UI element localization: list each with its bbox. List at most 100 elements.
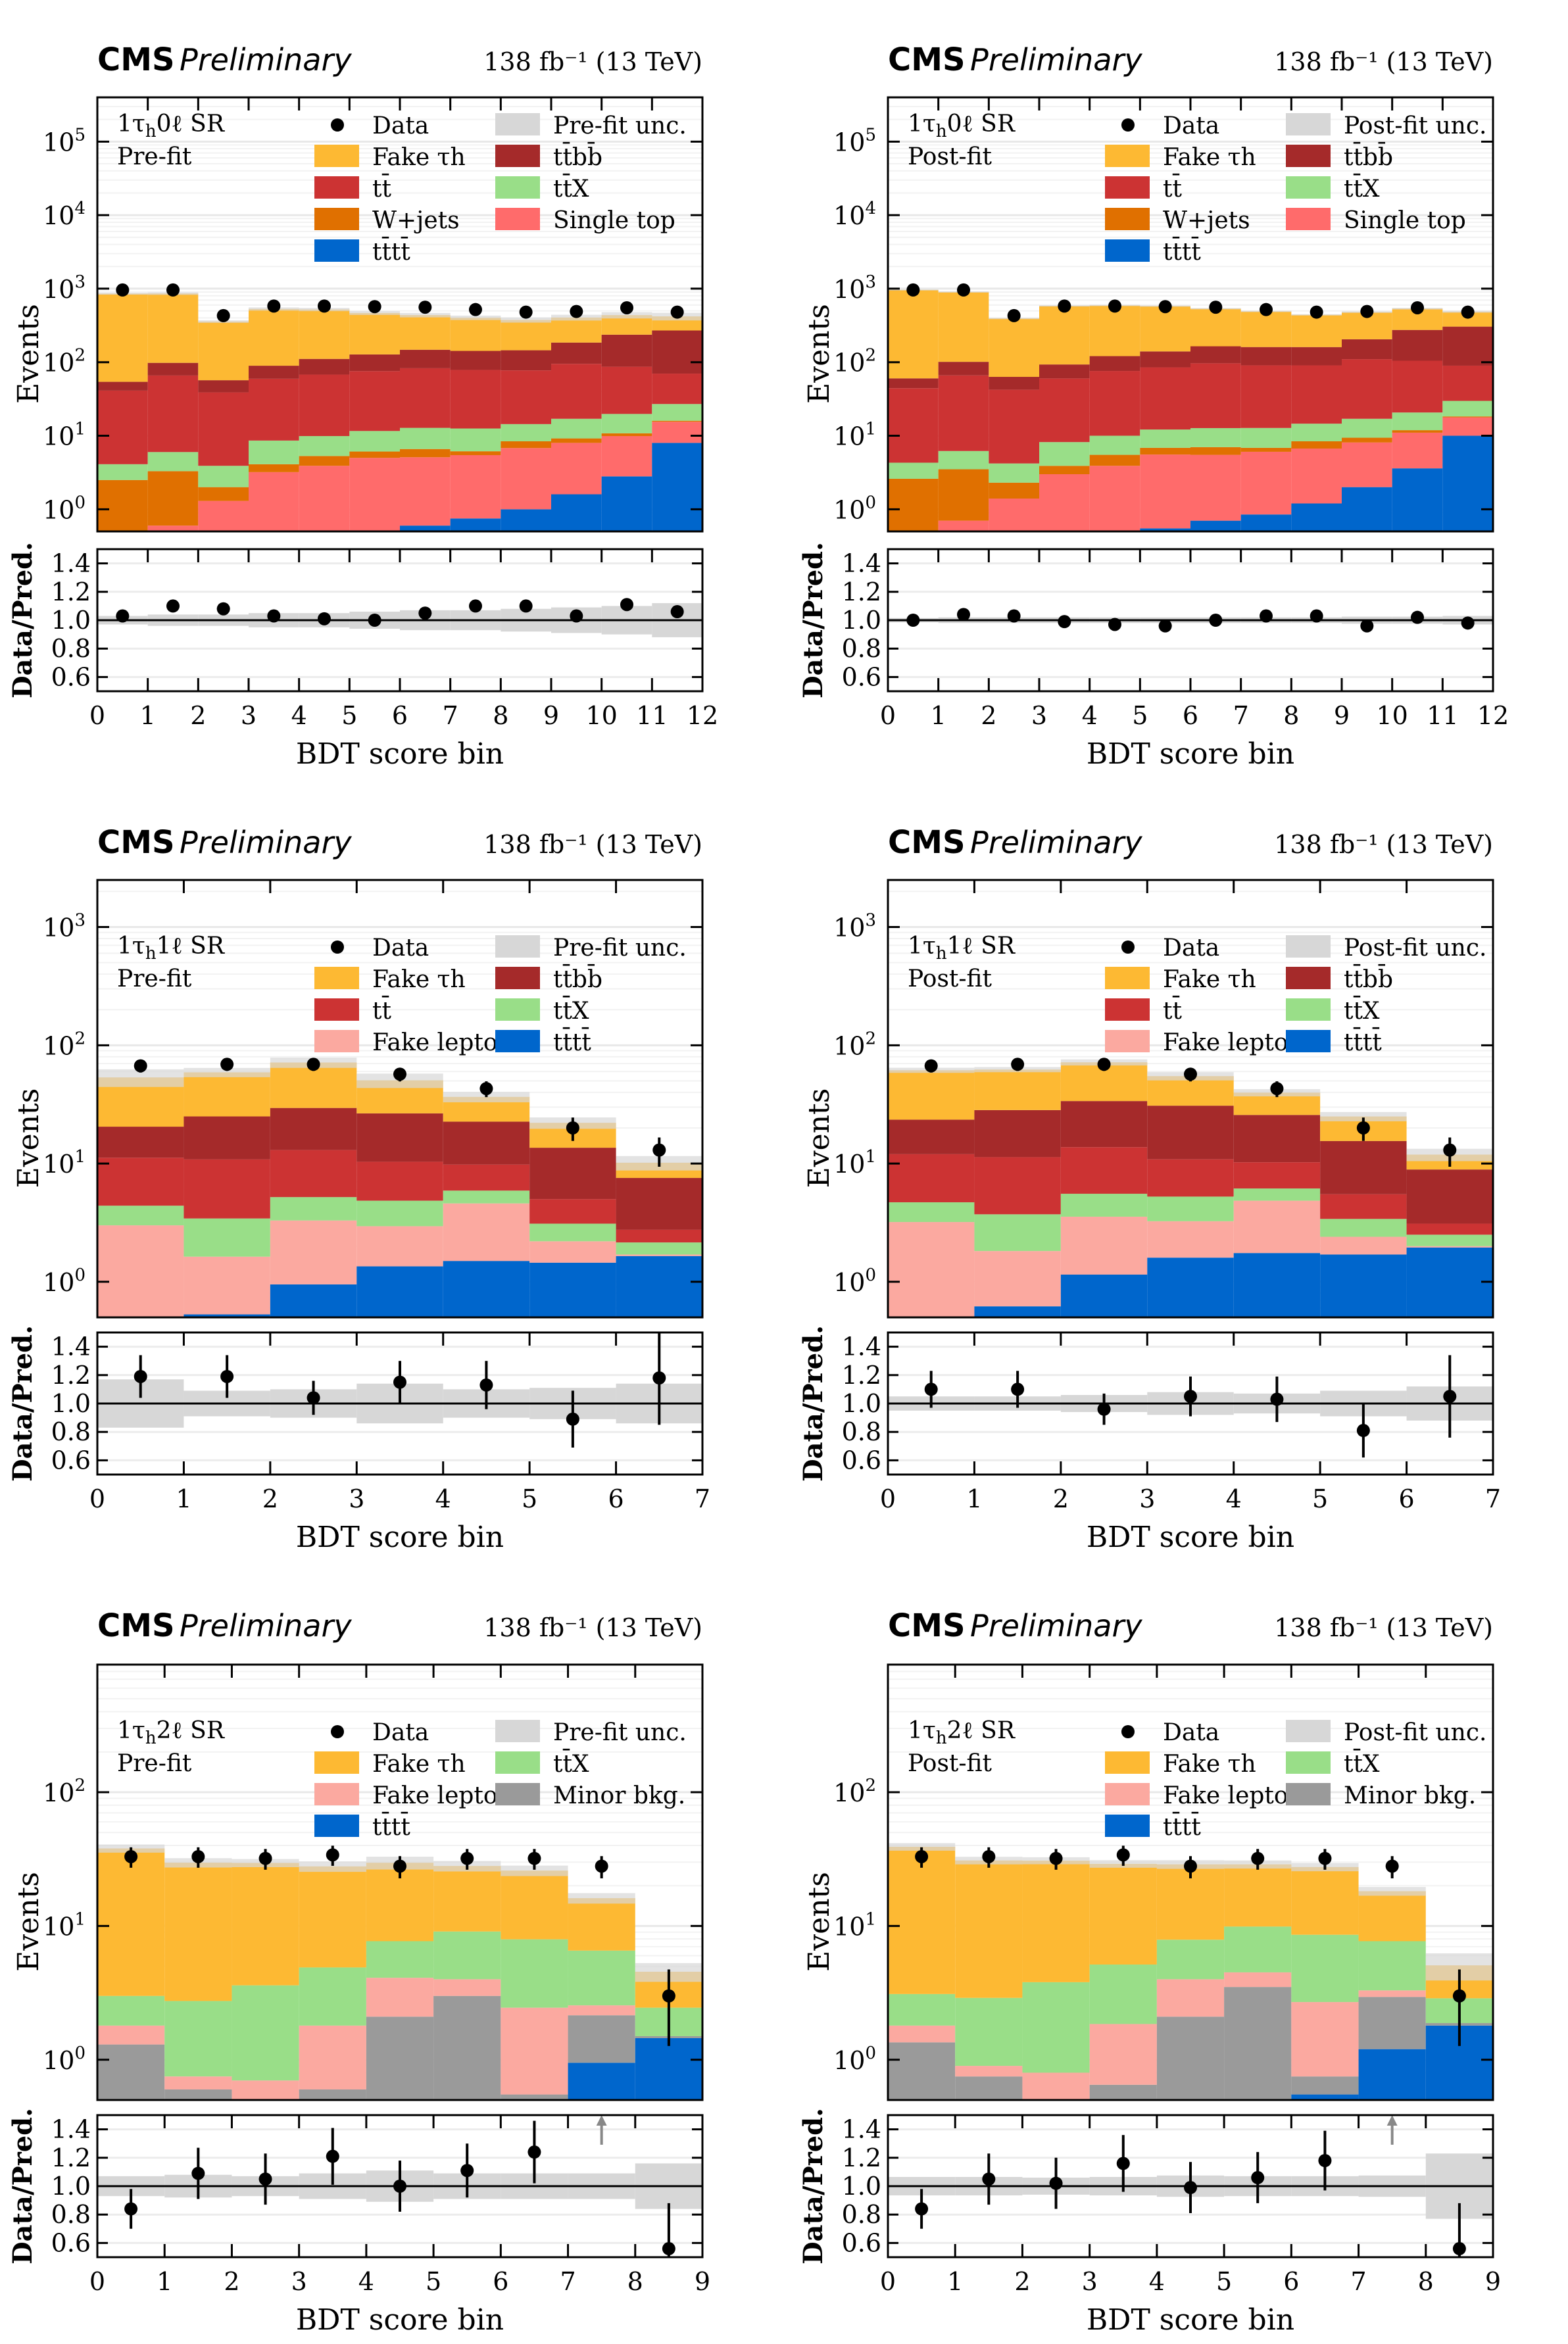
legend-swatch	[495, 998, 540, 1021]
bar-minor-bkg-	[568, 2015, 635, 2063]
bar-single-top	[198, 501, 249, 531]
bar-fake-tau-h	[1190, 308, 1241, 347]
data-point	[915, 1849, 929, 1863]
bar-w-jets	[198, 487, 249, 501]
legend-label: Data	[1163, 935, 1219, 962]
bar-w-jets	[450, 451, 501, 456]
panel-1th1l-prefit: CMS Preliminary 138 fb⁻¹ (13 TeV)100101102…	[7, 824, 710, 1554]
ratio-point	[479, 1378, 493, 1392]
data-point	[1461, 305, 1475, 319]
bar-ttbar	[356, 1161, 443, 1201]
bar-ttbar	[1190, 363, 1241, 428]
ratio-point	[906, 614, 920, 627]
data-point	[566, 1121, 579, 1135]
bar-w-jets	[147, 471, 199, 526]
preliminary-label: Preliminary	[970, 825, 1142, 860]
bar-ttx	[299, 436, 350, 456]
bar-minor-bkg-	[1224, 1987, 1292, 2100]
legend-label: Single top	[553, 207, 675, 234]
data-point	[368, 300, 381, 314]
ratio-point	[469, 599, 482, 613]
x-tick-label: 4	[291, 701, 307, 730]
bar-tttt	[1291, 503, 1342, 531]
bar-minor-bkg-	[1089, 2084, 1157, 2100]
bar-w-jets	[1039, 466, 1090, 474]
bar-ttbb	[299, 358, 350, 375]
bar-ttx	[652, 404, 702, 421]
x-tick-label: 6	[1283, 2267, 1299, 2296]
bar-tttt	[1442, 435, 1493, 531]
y-tick-label: 100	[833, 2043, 876, 2075]
legend-swatch	[495, 1030, 540, 1052]
bar-ttbb	[1442, 326, 1493, 366]
bar-ttx	[299, 1967, 366, 2026]
ratio-point	[1097, 1402, 1111, 1416]
x-tick-label: 0	[89, 701, 105, 730]
ratio-y-tick-label: 1.0	[842, 2172, 881, 2201]
y-axis-label: Events	[12, 1088, 45, 1188]
main-plot-area	[888, 1665, 1493, 2100]
ratio-y-tick-label: 0.8	[51, 634, 91, 663]
bar-tttt	[1342, 487, 1392, 531]
ratio-plot-area	[97, 562, 702, 678]
preliminary-label: Preliminary	[180, 825, 352, 860]
bar-ttx	[97, 1995, 165, 2026]
data-point	[469, 303, 482, 316]
x-tick-label: 8	[493, 701, 508, 730]
data-point	[670, 305, 684, 319]
bar-ttx	[501, 1939, 568, 2008]
bar-single-top	[501, 448, 551, 510]
preliminary-label: Preliminary	[180, 42, 352, 78]
y-axis-label: Events	[802, 1872, 836, 1972]
main-plot-area	[97, 97, 702, 531]
x-tick-label: 1	[176, 1484, 191, 1513]
bar-ttx	[1147, 1196, 1234, 1221]
legend-swatch	[314, 967, 359, 989]
bar-single-top	[652, 422, 702, 443]
data-point	[124, 1849, 138, 1863]
preliminary-label: Preliminary	[970, 1608, 1142, 1644]
data-point	[1108, 299, 1121, 313]
x-tick-label: 1	[966, 1484, 982, 1513]
legend-swatch	[495, 1783, 540, 1805]
ratio-y-tick-label: 1.4	[842, 2115, 881, 2144]
bar-ttbb	[1291, 347, 1342, 366]
x-tick-label: 2	[1053, 1484, 1069, 1513]
bar-ttx	[1342, 418, 1392, 438]
bar-tttt	[1140, 528, 1190, 531]
data-point	[924, 1059, 938, 1073]
bar-ttbar	[551, 364, 602, 419]
legend-swatch	[1286, 208, 1331, 230]
legend-swatch	[495, 113, 540, 135]
bar-ttx	[1320, 1219, 1407, 1237]
uncertainty-band	[450, 315, 501, 320]
bar-ttx	[1240, 427, 1292, 448]
x-tick-label: 6	[493, 2267, 508, 2296]
legend-label: Fake τh	[372, 1751, 466, 1778]
ratio-y-tick-label: 1.4	[51, 2115, 91, 2144]
bar-w-jets	[1291, 441, 1342, 449]
ratio-y-tick-label: 1.4	[842, 549, 881, 578]
bar-ttbar	[270, 1150, 357, 1198]
region-label: 1τh1ℓ SR	[908, 933, 1016, 964]
ratio-y-tick-label: 1.4	[51, 1332, 91, 1361]
legend-swatch	[1105, 967, 1150, 989]
legend-swatch	[495, 1720, 540, 1742]
ratio-point	[191, 2166, 205, 2180]
bar-ttx	[349, 431, 400, 452]
legend-swatch	[1105, 1030, 1150, 1052]
ratio-point	[670, 605, 684, 619]
legend-swatch	[495, 145, 540, 167]
bar-ttbar	[299, 374, 350, 437]
bar-fake-lepton	[97, 1225, 184, 1317]
bar-ttx	[1156, 1940, 1225, 1980]
panel-1th0l-postfit: CMS Preliminary 138 fb⁻¹ (13 TeV)100101102…	[798, 41, 1509, 771]
data-point	[1209, 301, 1223, 314]
ratio-point	[216, 602, 230, 616]
bar-ttbar	[198, 392, 249, 466]
ratio-y-axis-label: Data/Pred.	[798, 542, 829, 698]
bar-fake-lepton	[443, 1203, 530, 1261]
legend-label: tt̄tt̄	[1163, 1812, 1201, 1841]
bar-ttbb	[601, 334, 652, 367]
data-point	[982, 1849, 996, 1863]
